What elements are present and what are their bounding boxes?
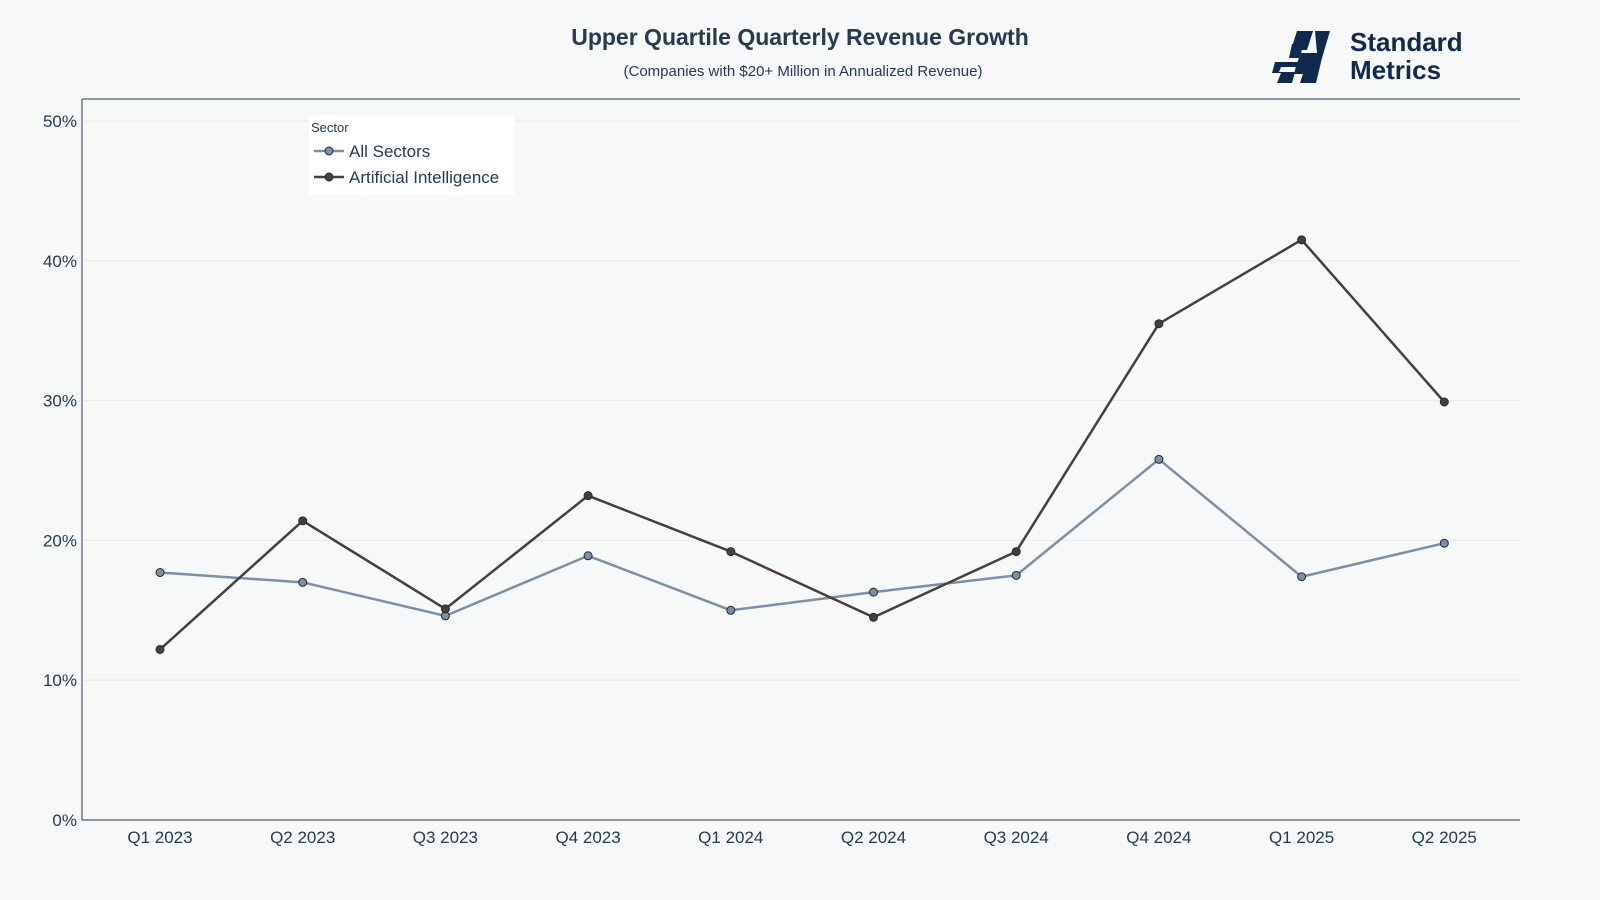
legend-background	[309, 115, 514, 195]
data-point[interactable]	[869, 612, 878, 622]
series-artificial-intelligence	[155, 235, 1449, 654]
chart-subtitle: (Companies with $20+ Million in Annualiz…	[624, 63, 983, 80]
x-tick-label: Q3 2024	[984, 828, 1049, 847]
data-point[interactable]	[726, 605, 736, 615]
x-axis-ticks: Q1 2023 Q2 2023 Q3 2023 Q4 2023 Q1 2024 Q2 20…	[127, 828, 1477, 847]
brand-name-line2: Metrics	[1350, 55, 1441, 85]
data-point[interactable]	[1011, 547, 1021, 557]
gridlines	[82, 120, 1520, 681]
data-point[interactable]	[440, 604, 450, 614]
series-all-sectors	[155, 454, 1449, 621]
data-point[interactable]	[298, 577, 308, 587]
data-point[interactable]	[1154, 319, 1164, 329]
series	[155, 235, 1449, 654]
x-tick-label: Q3 2023	[413, 828, 478, 847]
legend-label: All Sectors	[349, 142, 430, 161]
brand-logo: Standard Metrics	[1272, 27, 1463, 85]
legend-item-artificial-intelligence[interactable]: Artificial Intelligence	[314, 168, 499, 187]
data-point[interactable]	[583, 551, 593, 561]
chart-title: Upper Quartile Quarterly Revenue Growth	[571, 24, 1029, 50]
logo-mark-icon	[1272, 31, 1330, 83]
series-line	[159, 458, 1445, 618]
legend[interactable]: Sector All Sectors Artificial Intelligenc…	[309, 115, 514, 195]
y-tick-label: 30%	[43, 392, 77, 411]
data-point[interactable]	[155, 644, 165, 654]
x-tick-label: Q4 2024	[1126, 828, 1191, 847]
legend-items[interactable]: All Sectors Artificial Intelligence	[314, 142, 499, 187]
y-tick-label: 10%	[43, 671, 77, 690]
x-tick-label: Q1 2025	[1269, 828, 1334, 847]
x-tick-label: Q2 2023	[270, 828, 335, 847]
y-axis-ticks: 0% 10% 20% 30% 40% 50%	[43, 112, 77, 830]
data-point[interactable]	[1439, 538, 1449, 548]
data-point[interactable]	[726, 547, 736, 557]
brand-name-line1: Standard	[1350, 27, 1463, 57]
data-point[interactable]	[1297, 235, 1307, 245]
data-point[interactable]	[869, 587, 878, 597]
data-point[interactable]	[1154, 454, 1164, 464]
data-point[interactable]	[1439, 397, 1449, 407]
x-tick-label: Q2 2025	[1412, 828, 1477, 847]
legend-title: Sector	[311, 120, 349, 135]
data-point[interactable]	[1011, 570, 1021, 580]
x-tick-label: Q4 2023	[555, 828, 620, 847]
data-point[interactable]	[155, 568, 165, 578]
legend-item-all-sectors[interactable]: All Sectors	[314, 142, 430, 161]
legend-label: Artificial Intelligence	[349, 168, 499, 187]
x-tick-label: Q1 2023	[127, 828, 192, 847]
data-point[interactable]	[1297, 572, 1307, 582]
legend-swatch-marker	[324, 146, 334, 156]
data-point[interactable]	[298, 516, 308, 526]
data-point[interactable]	[583, 491, 593, 501]
y-tick-label: 50%	[43, 112, 77, 131]
y-tick-label: 20%	[43, 531, 77, 550]
x-tick-label: Q2 2024	[841, 828, 906, 847]
axes	[81, 98, 1520, 821]
x-tick-label: Q1 2024	[698, 828, 763, 847]
legend-swatch-marker	[324, 172, 334, 182]
y-tick-label: 0%	[52, 811, 77, 830]
series-line	[159, 238, 1446, 651]
y-tick-label: 40%	[43, 252, 77, 271]
